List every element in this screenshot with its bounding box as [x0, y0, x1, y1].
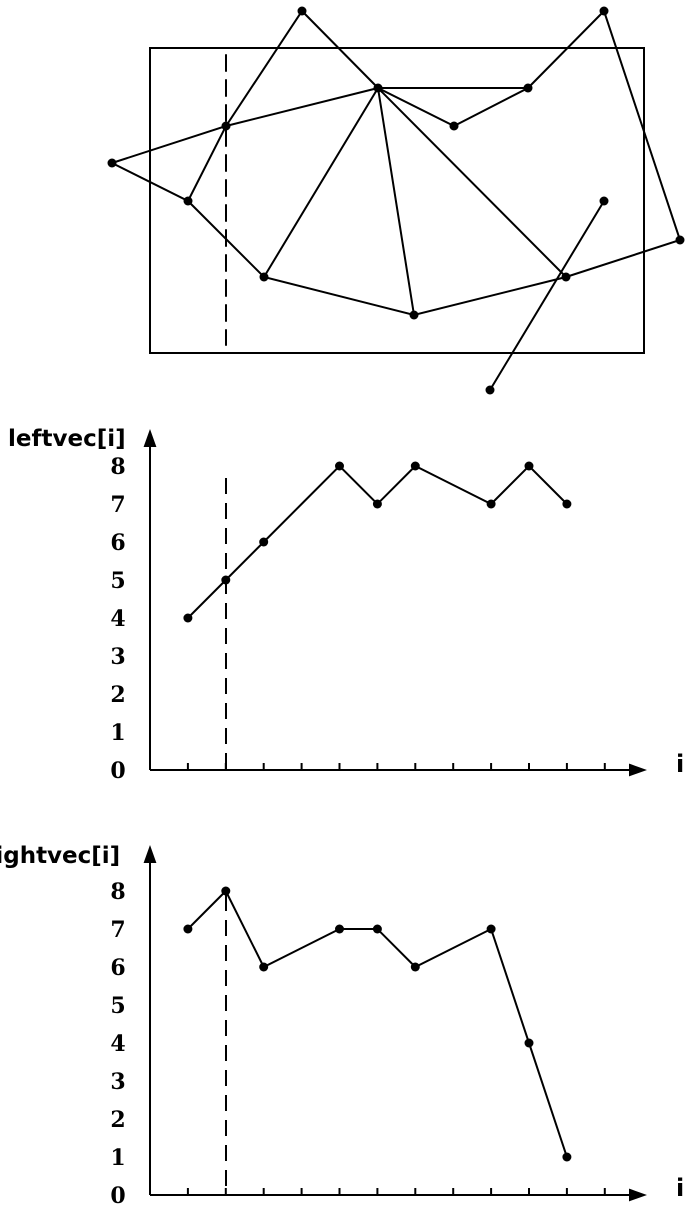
- vertex: [561, 272, 571, 282]
- x-axis-label: i: [676, 750, 684, 778]
- y-tick-label: 4: [110, 606, 125, 632]
- vertex: [485, 385, 495, 395]
- data-point: [372, 924, 382, 934]
- data-point: [372, 499, 382, 509]
- data-point: [183, 924, 193, 934]
- diagonal-edge: [187, 125, 227, 202]
- data-point: [410, 962, 420, 972]
- diagonal-edge: [377, 87, 567, 278]
- x-axis-arrow: [629, 1188, 647, 1202]
- data-point: [410, 461, 420, 471]
- y-tick-label: 4: [110, 1031, 125, 1057]
- vertex: [297, 6, 307, 16]
- y-tick-label: 1: [110, 720, 125, 746]
- y-tick-label: 5: [110, 568, 125, 594]
- vertex: [449, 121, 459, 131]
- y-tick-label: 3: [110, 644, 125, 670]
- data-point: [524, 461, 534, 471]
- polygon-outline: [111, 9, 682, 317]
- vertex: [523, 83, 533, 93]
- diagonal-edge: [225, 87, 379, 127]
- rightvec-chart: rightvec[i] i 0 1 2 3 4 5 6 7 8: [0, 843, 684, 1205]
- vertex: [675, 235, 685, 245]
- data-point: [259, 962, 269, 972]
- clip-window-rectangle: [149, 47, 645, 354]
- data-point: [221, 886, 231, 896]
- data-point: [221, 575, 231, 585]
- vertex: [183, 196, 193, 206]
- vertex: [107, 158, 117, 168]
- y-tick-label: 6: [110, 530, 125, 556]
- y-axis-label: leftvec[i]: [8, 426, 126, 452]
- vertex: [599, 196, 609, 206]
- y-tick-label: 1: [110, 1145, 125, 1171]
- vertex: [259, 272, 269, 282]
- series-line: [187, 464, 568, 619]
- y-axis-label: rightvec[i]: [0, 843, 120, 869]
- data-point: [486, 924, 496, 934]
- y-tick-label: 7: [110, 492, 125, 518]
- y-tick-label: 8: [110, 454, 125, 480]
- data-point: [335, 924, 344, 934]
- vertex: [373, 83, 383, 93]
- y-tick-label: 8: [110, 879, 125, 905]
- diagonal-edge: [377, 87, 415, 316]
- y-tick-label: 6: [110, 955, 125, 981]
- y-axis-arrow: [143, 845, 157, 863]
- y-axis-arrow: [143, 429, 157, 447]
- x-axis-arrow: [629, 763, 647, 777]
- data-point: [183, 613, 193, 623]
- data-point: [562, 1152, 572, 1162]
- y-tick-label: 0: [110, 1183, 125, 1205]
- vertex: [599, 6, 609, 16]
- data-point: [259, 537, 269, 547]
- x-axis-label: i: [676, 1174, 684, 1202]
- y-tick-label: 5: [110, 993, 125, 1019]
- y-tick-label: 7: [110, 917, 125, 943]
- y-tick-label: 0: [110, 758, 125, 784]
- data-point: [486, 499, 496, 509]
- diagonal-edge: [263, 87, 379, 278]
- data-point: [524, 1038, 534, 1048]
- y-tick-label: 3: [110, 1069, 125, 1095]
- crossing-segment: [489, 200, 605, 391]
- y-tick-label: 2: [110, 1107, 125, 1133]
- vertex: [221, 121, 231, 131]
- data-point: [335, 461, 344, 471]
- leftvec-chart: leftvec[i] i 0 1 2 3 4 5 6 7 8: [8, 426, 684, 784]
- y-tick-label: 2: [110, 682, 125, 708]
- triangulation-diagram: [107, 6, 685, 395]
- vertex: [409, 310, 419, 320]
- data-point: [562, 499, 572, 509]
